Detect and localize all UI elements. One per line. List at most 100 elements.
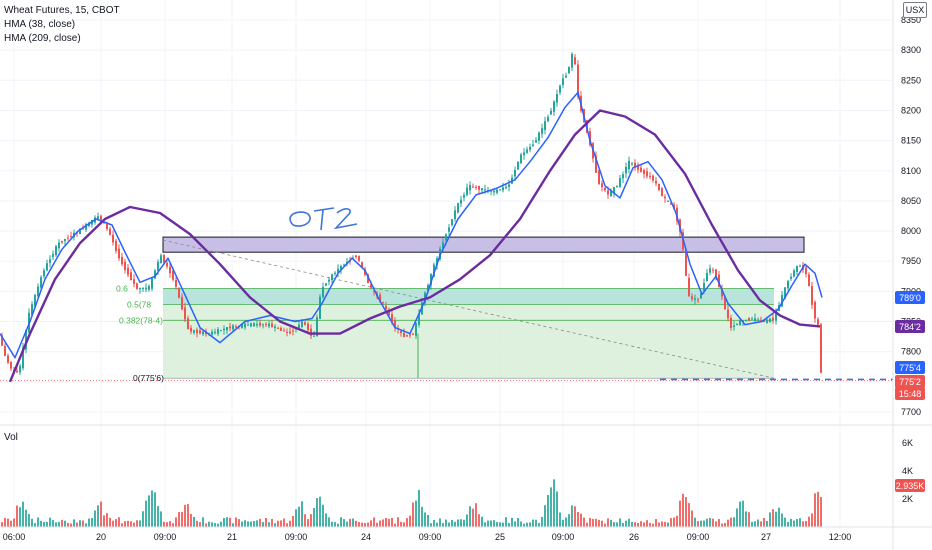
volume-bar — [316, 498, 318, 527]
candle-body — [571, 54, 573, 68]
candle-body — [454, 210, 456, 219]
candle-body — [664, 197, 666, 198]
volume-bar — [445, 520, 447, 527]
candle-body — [262, 324, 264, 325]
candle-body — [220, 330, 222, 331]
volume-bar — [55, 522, 57, 527]
volume-bar — [484, 522, 486, 527]
volume-bar — [334, 522, 336, 527]
candle-body — [250, 323, 252, 326]
volume-bar — [112, 521, 114, 527]
time-tick-label: 09:00 — [285, 532, 308, 542]
volume-bar — [442, 523, 444, 527]
volume-bar — [556, 492, 558, 527]
price-tick-label: 8200 — [901, 105, 921, 115]
volume-bar — [292, 516, 294, 527]
symbol-title[interactable]: Wheat Futures, 15, CBOT — [4, 4, 120, 18]
volume-bar — [802, 521, 804, 527]
volume-bar — [724, 523, 726, 527]
candle-body — [793, 270, 795, 276]
candle-body — [226, 327, 228, 330]
volume-bar — [775, 512, 777, 527]
volume-bar — [181, 512, 183, 527]
volume-bar — [109, 518, 111, 527]
candle-body — [559, 86, 561, 93]
candle-body — [328, 280, 330, 282]
candle-body — [739, 321, 741, 326]
candle-body — [496, 190, 498, 193]
volume-bar — [580, 514, 582, 527]
volume-bar — [619, 518, 621, 527]
volume-bar — [385, 518, 387, 527]
candle-body — [820, 324, 822, 372]
volume-bar — [595, 519, 597, 527]
currency-badge[interactable]: USX — [903, 2, 927, 18]
candle-body — [244, 324, 246, 328]
volume-bar — [718, 519, 720, 527]
volume-bar — [658, 523, 660, 527]
candle-body — [598, 170, 600, 184]
volume-bar — [430, 523, 432, 527]
volume-bar — [739, 502, 741, 527]
candle-body — [253, 323, 255, 326]
candle-body — [502, 187, 504, 190]
annotation-otz — [290, 208, 357, 230]
volume-bar — [313, 508, 315, 527]
candle-body — [532, 145, 534, 147]
volume-bar — [160, 511, 162, 527]
candle-body — [61, 241, 63, 242]
candle-body — [409, 334, 411, 335]
candle-body — [313, 336, 315, 337]
volume-bar — [589, 518, 591, 527]
price-tick-label: 8100 — [901, 166, 921, 176]
indicator-hma-209[interactable]: HMA (209, close) — [4, 32, 120, 46]
volume-bar — [634, 522, 636, 527]
volume-bar — [481, 517, 483, 527]
candle-body — [277, 328, 279, 329]
volume-bar — [277, 521, 279, 527]
volume-bar — [199, 522, 201, 527]
volume-bar — [610, 520, 612, 527]
volume-bar — [325, 513, 327, 527]
chart-legend: Wheat Futures, 15, CBOT HMA (38, close) … — [4, 4, 120, 46]
candle-body — [49, 259, 51, 262]
volume-bar — [76, 523, 78, 527]
candle-body — [544, 121, 546, 130]
volume-bar — [169, 521, 171, 527]
volume-bar — [379, 521, 381, 527]
volume-bar — [487, 521, 489, 527]
volume-bar — [34, 523, 36, 527]
volume-bar — [367, 523, 369, 527]
volume-bar — [148, 495, 150, 527]
volume-bar — [220, 522, 222, 527]
candle-body — [190, 328, 192, 332]
volume-bar — [628, 519, 630, 527]
volume-bar — [496, 522, 498, 527]
candle-body — [280, 328, 282, 331]
candle-body — [268, 324, 270, 327]
volume-bar — [136, 520, 138, 527]
volume-bar — [727, 520, 729, 527]
volume-bar — [655, 519, 657, 527]
candle-body — [229, 327, 231, 329]
volume-bar — [106, 513, 108, 527]
candle-body — [385, 306, 387, 310]
volume-bar — [268, 522, 270, 527]
candle-body — [181, 297, 183, 309]
volume-bar — [661, 521, 663, 527]
volume-bar — [784, 518, 786, 527]
candle-body — [4, 346, 6, 356]
candle-body — [259, 323, 261, 326]
volume-bar — [289, 521, 291, 527]
volume-bar — [118, 517, 120, 527]
candle-body — [7, 356, 9, 363]
volume-bar — [157, 506, 159, 527]
fib-label: 0(775'6) — [133, 373, 164, 383]
candle-body — [460, 200, 462, 204]
volume-bar — [505, 517, 507, 527]
indicator-hma-38[interactable]: HMA (38, close) — [4, 18, 120, 32]
volume-bar — [526, 523, 528, 527]
volume-bar — [700, 521, 702, 527]
volume-bar — [238, 519, 240, 527]
volume-bar — [43, 522, 45, 527]
